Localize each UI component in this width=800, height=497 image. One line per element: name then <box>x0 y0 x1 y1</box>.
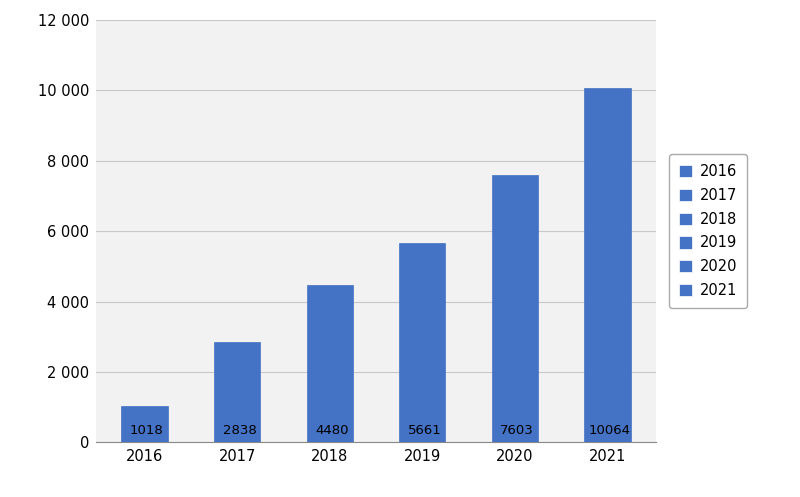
Text: 10064: 10064 <box>589 424 630 437</box>
Bar <box>122 407 168 442</box>
Bar <box>399 243 446 442</box>
Text: 2838: 2838 <box>222 424 256 437</box>
Text: 5661: 5661 <box>408 424 442 437</box>
Bar <box>492 174 538 442</box>
Text: 1018: 1018 <box>130 424 164 437</box>
Bar <box>306 285 353 442</box>
Text: 4480: 4480 <box>315 424 349 437</box>
Bar <box>584 88 630 442</box>
Bar <box>214 342 260 442</box>
Text: 7603: 7603 <box>500 424 534 437</box>
Legend: 2016, 2017, 2018, 2019, 2020, 2021: 2016, 2017, 2018, 2019, 2020, 2021 <box>669 154 747 308</box>
